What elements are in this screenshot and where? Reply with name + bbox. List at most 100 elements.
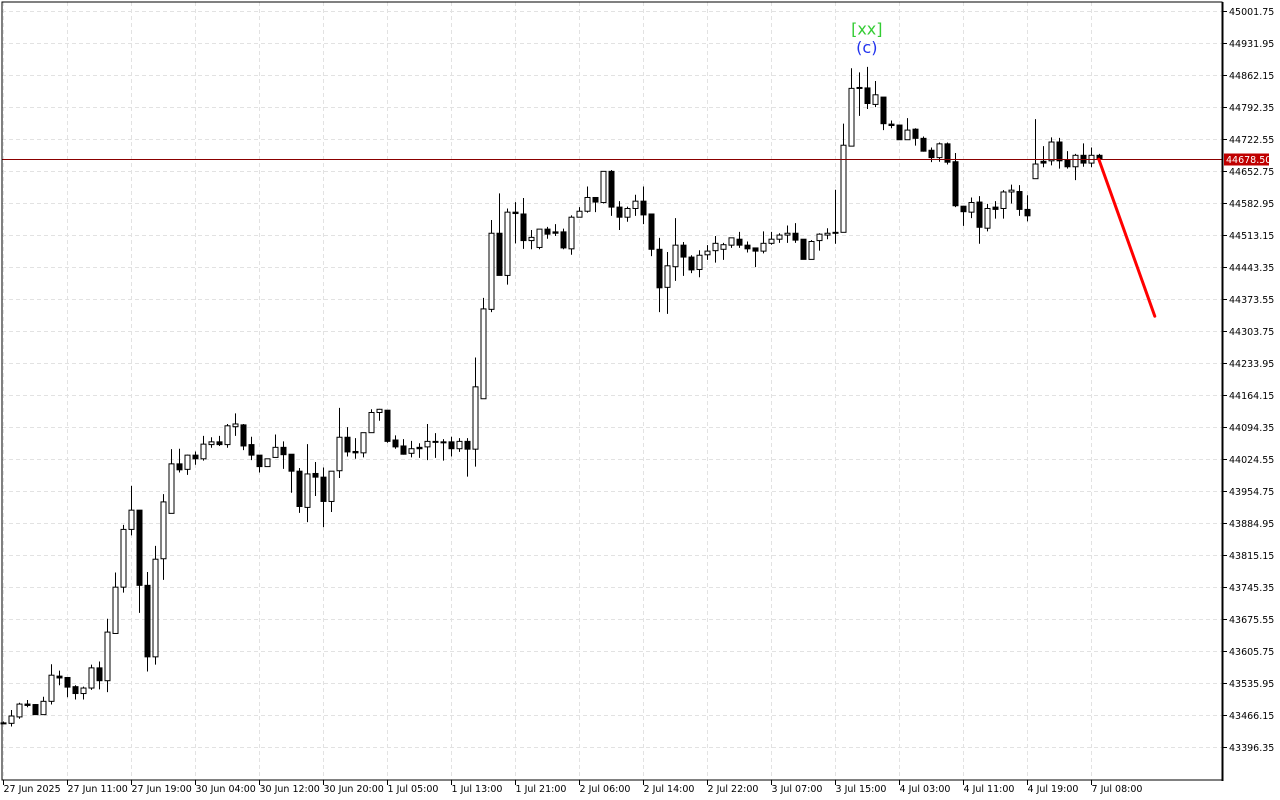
bull-candle — [488, 219, 495, 313]
candle-body — [912, 128, 919, 139]
bull-candle — [784, 225, 791, 243]
bull-candle — [936, 142, 943, 162]
bull-candle — [120, 524, 127, 593]
bear-candle — [496, 193, 503, 276]
bear-candle — [592, 196, 599, 213]
bear-candle — [176, 448, 183, 473]
bear-candle — [416, 443, 423, 458]
candle-body — [96, 667, 103, 682]
y-tick-label: 43466.15 — [1229, 711, 1274, 722]
bull-candle — [112, 572, 119, 634]
candle-body — [752, 247, 759, 252]
bull-candle — [232, 413, 239, 436]
candle-body — [816, 233, 823, 242]
candle-body — [376, 408, 383, 414]
candle-body — [72, 686, 79, 695]
candle-body — [928, 149, 935, 159]
candle-body — [424, 440, 431, 448]
bear-candle — [520, 197, 527, 249]
y-tick-label: 44582.95 — [1229, 199, 1274, 210]
bear-candle — [464, 438, 471, 477]
candle-body — [56, 675, 63, 679]
candle-body — [160, 501, 167, 560]
bear-candle — [216, 435, 223, 446]
bull-candle — [848, 68, 855, 147]
y-tick-label: 45001.75 — [1229, 7, 1274, 18]
bull-candle — [88, 664, 95, 690]
candle-body — [416, 446, 423, 450]
bear-candle — [616, 201, 623, 231]
x-tick-label: 2 Jul 22:00 — [708, 784, 759, 795]
current-price-label: 44678.50 — [1226, 155, 1271, 166]
candle-body — [472, 386, 479, 450]
candle-body — [880, 96, 887, 125]
x-tick-label: 7 Jul 08:00 — [1092, 784, 1143, 795]
candle-body — [736, 238, 743, 246]
y-tick-label: 43675.55 — [1229, 615, 1274, 626]
candle-body — [560, 231, 567, 249]
candle-body — [688, 256, 695, 271]
x-tick-label: 4 Jul 03:00 — [900, 784, 951, 795]
candle-body — [528, 236, 535, 242]
bear-candle — [432, 433, 439, 458]
candle-body — [768, 238, 775, 244]
candle-body — [1048, 141, 1055, 162]
candle-body — [536, 228, 543, 248]
candle-body — [568, 216, 575, 250]
candle-body — [784, 232, 791, 236]
candle-body — [464, 440, 471, 450]
bear-candle — [544, 226, 551, 239]
candle-body — [368, 412, 375, 434]
bear-candle — [512, 202, 519, 244]
bear-candle — [608, 169, 615, 216]
bear-candle — [1024, 195, 1031, 222]
bull-candle — [376, 408, 383, 421]
candle-body — [592, 196, 599, 203]
time-axis: 27 Jun 2025 27 Jun 11:00 27 Jun 19:00 30 Ju… — [3, 780, 1143, 795]
bull-candle — [712, 235, 719, 263]
bear-candle — [864, 66, 871, 110]
bear-candle — [384, 409, 391, 443]
bear-candle — [560, 228, 567, 250]
candle-body — [392, 439, 399, 448]
candle-body — [840, 144, 847, 233]
candle-body — [968, 202, 975, 213]
bull-candle — [16, 702, 23, 719]
y-tick-label: 43745.35 — [1229, 583, 1274, 594]
bull-candle — [224, 423, 231, 448]
bear-candle — [288, 453, 295, 493]
grid — [2, 2, 1222, 780]
candle-body — [88, 667, 95, 689]
candle-body — [600, 170, 607, 204]
x-tick-label: 30 Jun 04:00 — [196, 784, 256, 795]
candle-body — [824, 232, 831, 236]
candle-body — [800, 238, 807, 260]
y-tick-label: 43954.75 — [1229, 487, 1274, 498]
candle-body — [576, 210, 583, 218]
candle-body — [432, 440, 439, 443]
candle-body — [320, 476, 327, 502]
candle-body — [872, 94, 879, 105]
bull-candle — [1088, 147, 1095, 168]
candle-body — [48, 674, 55, 702]
bear-candle — [800, 238, 807, 260]
candle-body — [360, 432, 367, 454]
bear-candle — [400, 439, 407, 455]
bull-candle — [904, 118, 911, 141]
candle-body — [280, 446, 287, 456]
bull-candle — [408, 440, 415, 458]
candle-body — [344, 436, 351, 453]
current-price-badge: 44678.50 — [1224, 153, 1271, 166]
bear-candle — [912, 128, 919, 146]
bull-candle — [272, 434, 279, 458]
bear-candle — [832, 189, 839, 244]
bull-candle — [360, 432, 367, 458]
y-tick-label: 44094.35 — [1229, 423, 1274, 434]
y-tick-label: 43396.35 — [1229, 743, 1274, 754]
bear-candle — [792, 223, 799, 243]
candle-body — [544, 228, 551, 235]
candle-body — [120, 528, 127, 588]
candle-body — [104, 631, 111, 682]
bear-candle — [680, 241, 687, 276]
